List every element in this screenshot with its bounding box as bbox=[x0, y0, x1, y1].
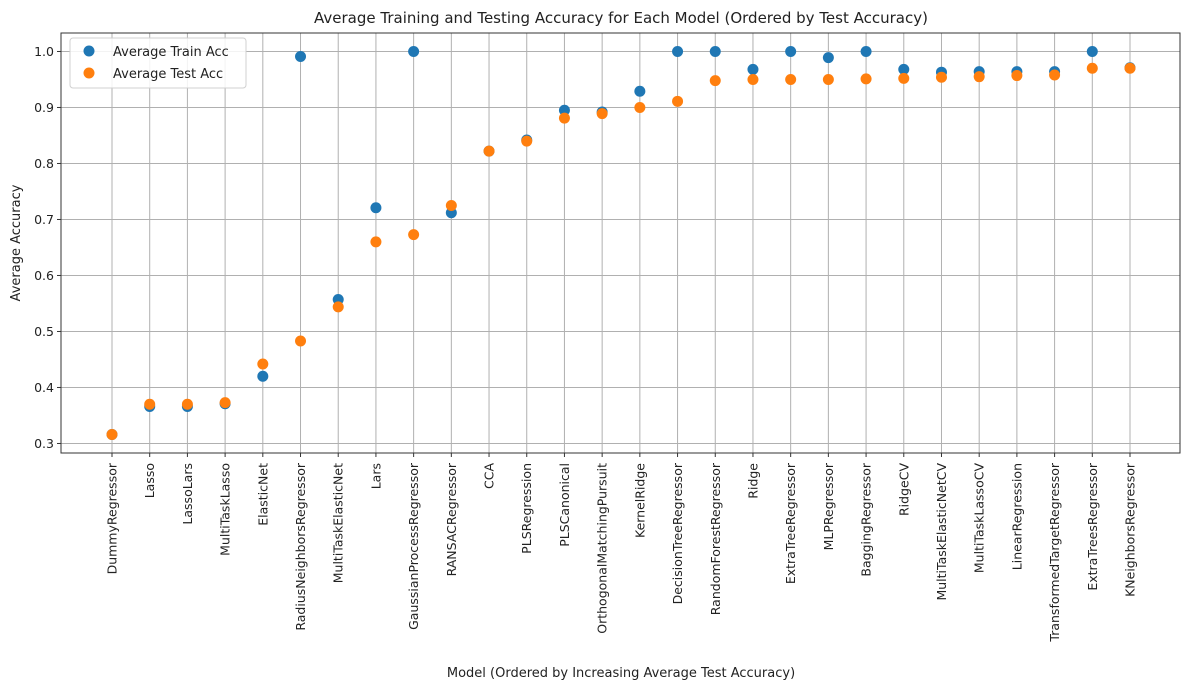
x-tick-label: ExtraTreesRegressor bbox=[1085, 462, 1100, 591]
test-acc-point bbox=[860, 73, 872, 85]
train-acc-point bbox=[634, 85, 646, 97]
x-tick-label: KernelRidge bbox=[632, 463, 647, 538]
x-tick-label: Lasso bbox=[142, 463, 157, 498]
y-tick-label: 0.8 bbox=[34, 156, 54, 171]
test-acc-point bbox=[672, 95, 684, 107]
test-acc-point bbox=[219, 397, 231, 409]
test-acc-point bbox=[634, 101, 646, 113]
train-acc-point bbox=[709, 45, 721, 57]
test-acc-point bbox=[257, 358, 269, 370]
y-tick-label: 0.7 bbox=[34, 212, 54, 227]
test-acc-point bbox=[935, 71, 947, 83]
train-acc-point bbox=[1086, 45, 1098, 57]
test-acc-point bbox=[1011, 70, 1023, 82]
x-tick-label: KNeighborsRegressor bbox=[1123, 462, 1138, 597]
legend: Average Train Acc Average Test Acc bbox=[69, 37, 247, 89]
x-tick-label: TransformedTargetRegressor bbox=[1047, 462, 1062, 642]
y-tick-label: 0.9 bbox=[34, 100, 54, 115]
legend-marker-train bbox=[83, 45, 95, 57]
train-acc-point bbox=[558, 104, 570, 116]
x-tick-label: GaussianProcessRegressor bbox=[406, 462, 421, 630]
legend-box bbox=[69, 37, 247, 89]
test-acc-point bbox=[558, 112, 570, 124]
train-acc-point bbox=[822, 52, 834, 64]
legend-marker-test bbox=[83, 67, 95, 79]
x-tick-label: MultiTaskLassoCV bbox=[972, 463, 987, 574]
test-acc-point bbox=[1049, 69, 1061, 81]
chart-title: Average Training and Testing Accuracy fo… bbox=[314, 9, 928, 27]
test-acc-point bbox=[822, 73, 834, 85]
x-tick-label: PLSRegression bbox=[519, 463, 534, 554]
x-tick-label: MLPRegressor bbox=[821, 462, 836, 550]
x-tick-label: MultiTaskElasticNetCV bbox=[934, 463, 949, 601]
train-acc-point bbox=[898, 63, 910, 75]
legend-label-test: Average Test Acc bbox=[113, 67, 223, 82]
train-acc-point bbox=[747, 63, 759, 75]
train-acc-point bbox=[408, 45, 420, 57]
test-acc-point bbox=[181, 398, 193, 410]
train-acc-point bbox=[860, 45, 872, 57]
test-acc-point bbox=[898, 72, 910, 84]
y-tick-label: 0.4 bbox=[34, 380, 54, 395]
x-tick-label: RANSACRegressor bbox=[444, 462, 459, 576]
x-tick-label: RadiusNeighborsRegressor bbox=[293, 462, 308, 630]
test-acc-point bbox=[596, 108, 608, 120]
x-tick-label: BaggingRegressor bbox=[859, 462, 874, 576]
x-tick-label: MultiTaskElasticNet bbox=[331, 463, 346, 583]
test-acc-point bbox=[332, 301, 344, 313]
data-points bbox=[106, 45, 1136, 441]
train-acc-point bbox=[257, 370, 269, 382]
x-tick-label: Ridge bbox=[745, 463, 760, 499]
x-tick-label: MultiTaskLasso bbox=[218, 463, 233, 556]
x-ticks: DummyRegressor Lasso LassoLars MultiTaskLas… bbox=[105, 453, 1138, 643]
train-acc-point bbox=[672, 45, 684, 57]
x-tick-label: Lars bbox=[368, 463, 383, 489]
x-tick-label: PLSCanonical bbox=[557, 463, 572, 547]
y-tick-label: 0.6 bbox=[34, 268, 54, 283]
x-tick-label: LassoLars bbox=[180, 463, 195, 525]
test-acc-point bbox=[973, 71, 985, 83]
x-tick-label: RidgeCV bbox=[896, 463, 911, 516]
test-acc-point bbox=[295, 335, 307, 347]
y-tick-label: 1.0 bbox=[34, 44, 54, 59]
plot-area-frame bbox=[60, 32, 1181, 454]
x-tick-label: DummyRegressor bbox=[105, 462, 120, 574]
test-acc-point bbox=[709, 75, 721, 87]
x-tick-label: OrthogonalMatchingPursuit bbox=[595, 463, 610, 634]
test-acc-point bbox=[747, 73, 759, 85]
test-acc-point bbox=[483, 145, 495, 157]
y-tick-label: 0.5 bbox=[34, 324, 54, 339]
train-acc-point bbox=[295, 51, 307, 63]
test-acc-point bbox=[1124, 62, 1136, 74]
x-tick-label: ExtraTreeRegressor bbox=[783, 462, 798, 584]
y-tick-label: 0.3 bbox=[34, 436, 54, 451]
x-tick-label: RandomForestRegressor bbox=[708, 462, 723, 615]
grid-lines bbox=[61, 33, 1180, 453]
x-axis-label: Model (Ordered by Increasing Average Tes… bbox=[447, 666, 795, 681]
test-acc-point bbox=[1086, 62, 1098, 74]
y-ticks: 0.3 0.4 0.5 0.6 0.7 0.8 0.9 1.0 bbox=[34, 44, 61, 451]
legend-label-train: Average Train Acc bbox=[113, 45, 229, 60]
y-axis-label: Average Accuracy bbox=[9, 184, 24, 301]
test-acc-point bbox=[408, 229, 420, 241]
test-acc-point bbox=[445, 199, 457, 211]
x-tick-label: DecisionTreeRegressor bbox=[670, 462, 685, 604]
train-acc-point bbox=[785, 45, 797, 57]
x-tick-label: ElasticNet bbox=[255, 463, 270, 526]
x-tick-label: LinearRegression bbox=[1009, 463, 1024, 570]
x-tick-label: CCA bbox=[482, 463, 497, 489]
test-acc-point bbox=[785, 73, 797, 85]
test-acc-point bbox=[521, 135, 533, 147]
test-acc-point bbox=[144, 398, 156, 410]
test-acc-point bbox=[370, 236, 382, 248]
train-acc-point bbox=[370, 202, 382, 214]
test-acc-point bbox=[106, 429, 118, 441]
